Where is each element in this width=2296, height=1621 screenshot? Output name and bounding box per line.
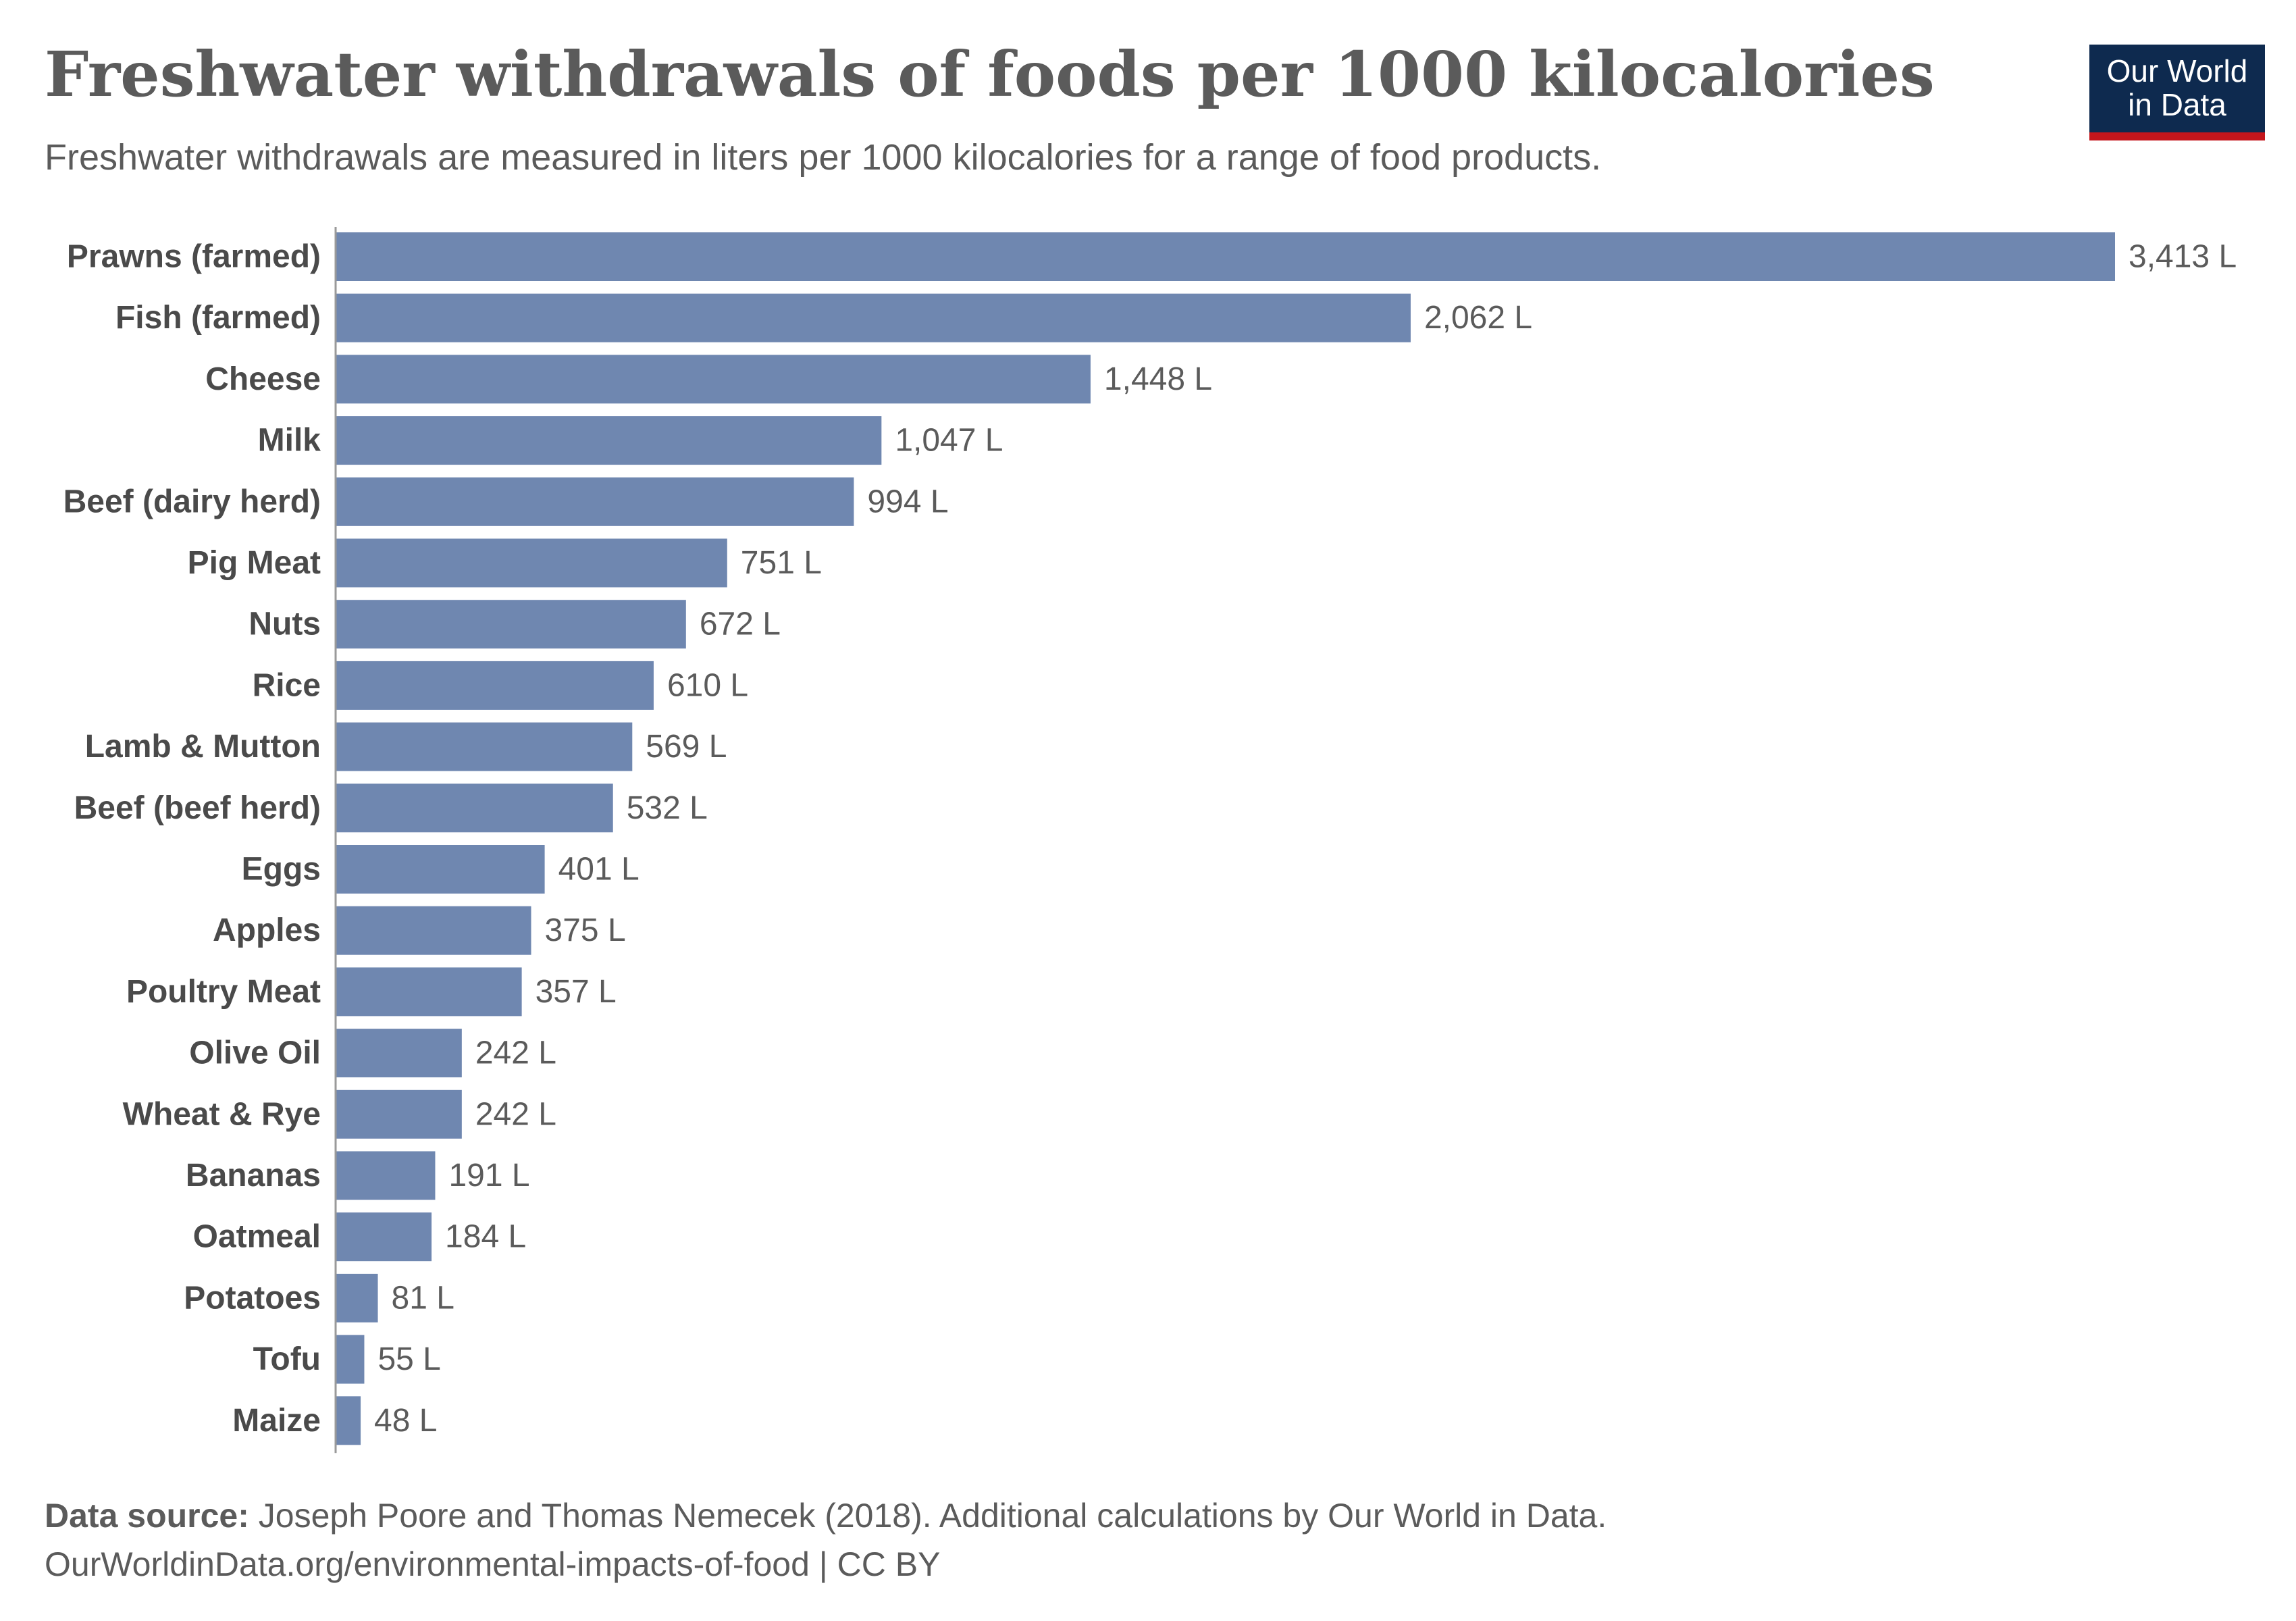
value-label: 357 L bbox=[536, 974, 617, 1010]
logo-line-2: in Data bbox=[2128, 87, 2226, 122]
value-label: 751 L bbox=[741, 545, 822, 581]
category-label: Oatmeal bbox=[193, 1219, 321, 1255]
value-label: 610 L bbox=[667, 667, 748, 703]
category-label: Poultry Meat bbox=[126, 974, 321, 1010]
category-label: Bananas bbox=[186, 1158, 321, 1193]
value-label: 48 L bbox=[374, 1403, 437, 1439]
category-label: Beef (beef herd) bbox=[74, 790, 321, 826]
bar-fish-farmed[interactable] bbox=[336, 293, 1411, 342]
category-label: Pig Meat bbox=[188, 545, 321, 581]
category-label: Tofu bbox=[253, 1341, 321, 1377]
value-label: 375 L bbox=[545, 912, 626, 948]
bar-wheat-rye[interactable] bbox=[336, 1089, 462, 1139]
category-label: Potatoes bbox=[184, 1280, 321, 1316]
value-label: 1,047 L bbox=[895, 423, 1003, 459]
bar-pig-meat[interactable] bbox=[336, 538, 727, 588]
bar-beef-beef-herd[interactable] bbox=[336, 783, 613, 833]
data-source-text: Joseph Poore and Thomas Nemecek (2018). … bbox=[258, 1497, 1607, 1535]
bar-chart: Prawns (farmed) 3,413 L Fish (farmed) 2,062… bbox=[63, 227, 2237, 1453]
bar-eggs[interactable] bbox=[336, 845, 545, 894]
chart-subtitle: Freshwater withdrawals are measured in l… bbox=[45, 137, 1602, 178]
value-label: 994 L bbox=[867, 484, 948, 519]
chart-title: Freshwater withdrawals of foods per 1000… bbox=[45, 38, 1935, 111]
category-label: Maize bbox=[232, 1403, 321, 1439]
category-label: Milk bbox=[258, 423, 321, 459]
category-label: Lamb & Mutton bbox=[85, 729, 321, 765]
bar-poultry-meat[interactable] bbox=[336, 967, 522, 1017]
bar-beef-dairy-herd[interactable] bbox=[336, 477, 854, 526]
value-label: 532 L bbox=[627, 790, 708, 826]
bar-oatmeal[interactable] bbox=[336, 1212, 432, 1262]
category-label: Cheese bbox=[205, 361, 321, 397]
bar-cheese[interactable] bbox=[336, 355, 1091, 404]
category-label: Olive Oil bbox=[189, 1035, 321, 1071]
category-label: Wheat & Rye bbox=[123, 1096, 321, 1132]
bar-tofu[interactable] bbox=[336, 1335, 365, 1384]
category-label: Apples bbox=[213, 912, 321, 948]
value-label: 1,448 L bbox=[1104, 361, 1212, 397]
bar-milk[interactable] bbox=[336, 416, 882, 465]
data-source-label: Data source: bbox=[45, 1497, 249, 1535]
category-label: Fish (farmed) bbox=[115, 300, 321, 336]
bar-maize[interactable] bbox=[336, 1396, 361, 1445]
category-label: Nuts bbox=[249, 607, 321, 642]
value-label: 242 L bbox=[475, 1096, 556, 1132]
bar-apples[interactable] bbox=[336, 906, 531, 955]
category-label: Beef (dairy herd) bbox=[63, 484, 321, 519]
value-label: 81 L bbox=[392, 1280, 454, 1316]
bar-prawns-farmed[interactable] bbox=[336, 232, 2115, 281]
value-label: 2,062 L bbox=[1424, 300, 1532, 336]
bar-nuts[interactable] bbox=[336, 600, 686, 649]
url-license-link[interactable]: OurWorldinData.org/environmental-impacts… bbox=[45, 1545, 941, 1583]
bar-lamb-mutton[interactable] bbox=[336, 722, 633, 771]
value-label: 184 L bbox=[445, 1219, 526, 1255]
value-label: 3,413 L bbox=[2129, 239, 2237, 275]
category-label: Rice bbox=[253, 667, 321, 703]
bar-olive-oil[interactable] bbox=[336, 1029, 462, 1078]
logo-line-1: Our World bbox=[2106, 53, 2248, 88]
value-label: 191 L bbox=[448, 1158, 529, 1193]
value-label: 55 L bbox=[377, 1341, 440, 1377]
bar-potatoes[interactable] bbox=[336, 1273, 378, 1322]
value-label: 401 L bbox=[558, 852, 640, 887]
category-label: Eggs bbox=[242, 852, 321, 887]
value-label: 569 L bbox=[646, 729, 727, 765]
bar-bananas[interactable] bbox=[336, 1151, 436, 1200]
category-label: Prawns (farmed) bbox=[67, 239, 321, 275]
chart-footer: Data source: Joseph Poore and Thomas Nem… bbox=[45, 1491, 1607, 1589]
owid-logo[interactable]: Our World in Data bbox=[2089, 45, 2265, 140]
bar-rice[interactable] bbox=[336, 661, 654, 710]
data-source-line: Data source: Joseph Poore and Thomas Nem… bbox=[45, 1491, 1607, 1540]
value-label: 242 L bbox=[475, 1035, 556, 1071]
value-label: 672 L bbox=[700, 607, 781, 642]
